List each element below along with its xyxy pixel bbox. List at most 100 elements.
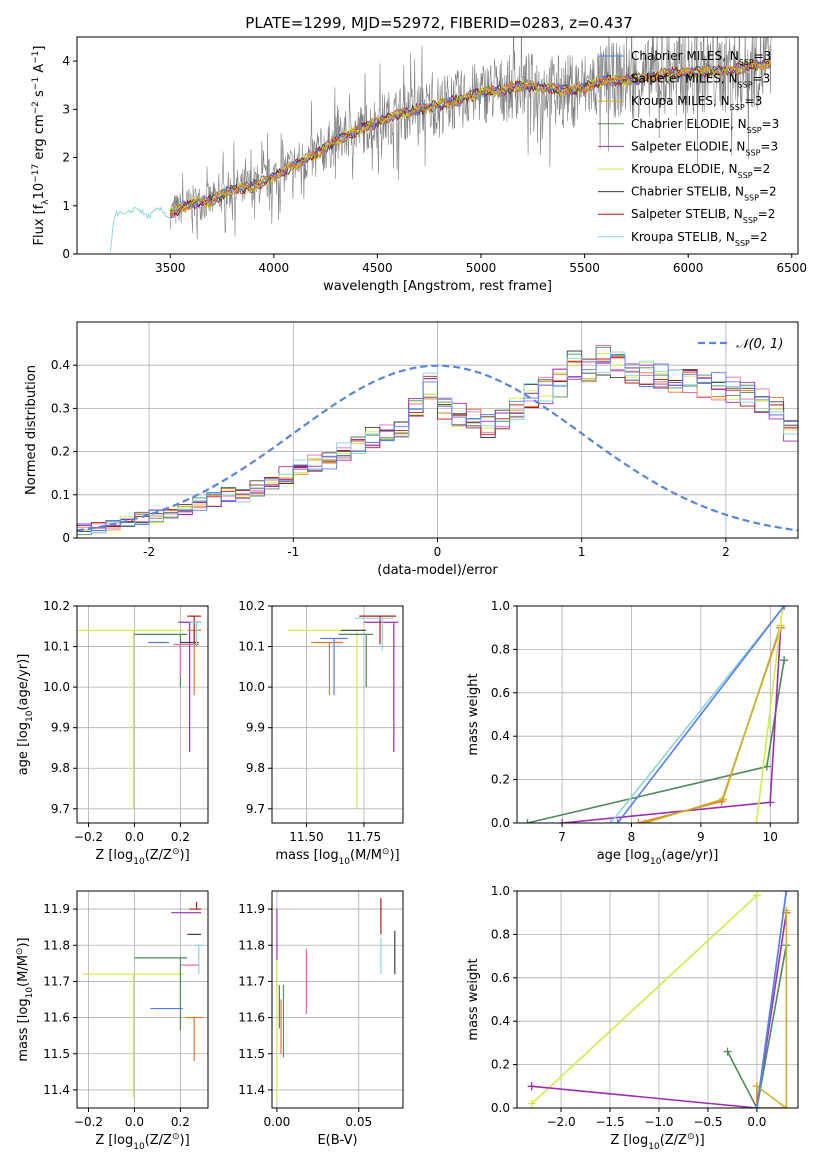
error-point bbox=[134, 957, 188, 1031]
x-tick-label: -2 bbox=[143, 545, 155, 559]
x-axis-label: mass [log10(M/M⊙)] bbox=[275, 847, 399, 867]
axes-frame bbox=[516, 890, 799, 1109]
label-part: 10 bbox=[25, 710, 35, 722]
label-part: mass [log bbox=[275, 848, 338, 863]
legend-entry: Kroupa MILES, NSSP=3 bbox=[631, 94, 762, 112]
x-tick-label: 11.75 bbox=[347, 830, 381, 844]
y-tick-label: 11.6 bbox=[43, 1011, 70, 1025]
weight-marker bbox=[782, 891, 791, 895]
x-tick-label: −2.0 bbox=[546, 1115, 575, 1129]
y-tick-label: 10.2 bbox=[238, 599, 265, 613]
y-tick-label: 0.2 bbox=[491, 773, 510, 787]
label-part: (age/yr)] bbox=[16, 654, 31, 711]
error-point bbox=[78, 629, 184, 809]
weight-line-kroupa-elodie bbox=[531, 894, 758, 1105]
label-part: erg cm bbox=[32, 114, 47, 163]
y-tick-label: 9.9 bbox=[51, 721, 70, 735]
panel-mass_vs_Z: −0.2 0.0 0.2 11.4 11.5 11.6 11.7 11.8 11.9 Z [log… bbox=[15, 890, 209, 1152]
x-tick-label: 0.0 bbox=[747, 1115, 766, 1129]
label-part: 10 bbox=[133, 1142, 145, 1152]
label-part: ] bbox=[32, 46, 47, 51]
y-tick-label: 0.2 bbox=[491, 1058, 510, 1072]
x-tick-label: 5000 bbox=[466, 261, 497, 275]
x-tick-label: 5500 bbox=[569, 261, 600, 275]
error-point bbox=[354, 617, 394, 651]
legend-sub: SSP bbox=[738, 171, 753, 180]
legend-label: Kroupa MILES, N bbox=[631, 94, 730, 108]
y-tick-label: 11.8 bbox=[238, 938, 265, 952]
label-part: s bbox=[32, 90, 47, 101]
plot-area bbox=[78, 615, 202, 809]
weight-marker bbox=[527, 1082, 536, 1091]
y-tick-label: 0 bbox=[62, 531, 70, 545]
legend-entry: Chabrier MILES, NSSP=3 bbox=[631, 49, 771, 67]
y-tick-label: 11.6 bbox=[238, 1011, 265, 1025]
weight-line-kroupa-miles bbox=[756, 910, 788, 1108]
y-tick-label: 0.8 bbox=[491, 927, 510, 941]
weight-marker bbox=[766, 798, 775, 807]
y-tick-label: 0.0 bbox=[491, 816, 510, 830]
plot-area bbox=[288, 615, 399, 809]
y-tick-label: 10.1 bbox=[43, 640, 70, 654]
label-part: ⊙ bbox=[172, 1132, 180, 1142]
histogram-kroupa-stelib bbox=[77, 351, 798, 534]
y-axis-label: mass weight bbox=[466, 673, 481, 755]
legend-suffix: =3 bbox=[753, 72, 771, 86]
weight-marker bbox=[606, 819, 615, 823]
weight-marker bbox=[752, 891, 761, 900]
legend-suffix: =3 bbox=[754, 49, 772, 63]
weight-marker bbox=[752, 819, 761, 823]
gaussian-curve bbox=[77, 364, 798, 532]
legend-suffix: =3 bbox=[760, 139, 778, 153]
label-part: (Z/Z bbox=[145, 1133, 172, 1148]
legend-entry: Kroupa ELODIE, NSSP=2 bbox=[631, 162, 770, 180]
weight-line-salpeter-elodie bbox=[531, 912, 788, 1108]
label-part: ⊙ bbox=[172, 847, 180, 857]
y-tick-label: 1.0 bbox=[491, 599, 510, 613]
x-tick-label: 10 bbox=[763, 830, 778, 844]
weight-marker bbox=[719, 795, 728, 804]
y-axis-label: Flux [fλ10−17 erg cm−2 s−1 A−1] bbox=[31, 46, 51, 246]
legend-label: Kroupa ELODIE, N bbox=[631, 162, 738, 176]
y-axis-label: mass [log10(M/M⊙)] bbox=[15, 937, 35, 1061]
y-axis-label: Normed distribution bbox=[24, 365, 39, 495]
label-part: −17 bbox=[31, 164, 41, 183]
label-part: 10 bbox=[32, 183, 47, 200]
weight-line-chabrier-miles bbox=[756, 891, 788, 1108]
y-tick-label: 0.4 bbox=[491, 1014, 510, 1028]
y-axis-label: age [log10(age/yr)] bbox=[16, 654, 35, 776]
panel-age_vs_Z: −0.2 0.0 0.29.79.89.910.010.110.2Z [log10(… bbox=[16, 599, 209, 867]
x-tick-label: 0.0 bbox=[125, 830, 144, 844]
axes-frame bbox=[76, 321, 799, 539]
legend-entry: Salpeter STELIB, NSSP=2 bbox=[631, 207, 775, 225]
y-tick-label: 0.8 bbox=[491, 642, 510, 656]
x-tick-label: 7 bbox=[558, 830, 566, 844]
legend-sub: SSP bbox=[743, 216, 758, 225]
x-tick-label: 3500 bbox=[155, 261, 186, 275]
weight-marker bbox=[641, 819, 650, 823]
legend-sub: SSP bbox=[744, 193, 759, 202]
histogram-chabrier-miles bbox=[77, 355, 798, 531]
y-tick-label: 11.8 bbox=[43, 938, 70, 952]
label-part: (age/yr)] bbox=[661, 848, 718, 863]
weight-marker bbox=[752, 1104, 761, 1108]
legend-sub: SSP bbox=[735, 238, 750, 247]
label-part: λ bbox=[41, 199, 51, 205]
legend-suffix: =2 bbox=[758, 207, 776, 221]
label-part: 10 bbox=[648, 1142, 660, 1152]
legend-label: Salpeter MILES, N bbox=[631, 72, 738, 86]
panel-mass_vs_ebv: 0.00 0.05 11.4 11.5 11.6 11.7 11.8 11.9 E(B-V) bbox=[238, 890, 404, 1148]
y-tick-label: 11.7 bbox=[43, 974, 70, 988]
legend-sub: SSP bbox=[745, 148, 760, 157]
label-part: ⊙ bbox=[15, 948, 25, 956]
model-salpeter-miles bbox=[169, 59, 772, 217]
legend-entry: Chabrier STELIB, NSSP=2 bbox=[631, 185, 777, 203]
y-tick-label: 0.4 bbox=[51, 358, 70, 372]
panel-residuals: -2 -1 0 1 2 0 0.1 0.2 0.3 0.4 (data-model)/error No… bbox=[24, 321, 799, 578]
x-tick-label: 6500 bbox=[777, 261, 808, 275]
y-tick-label: 4 bbox=[62, 54, 70, 68]
y-tick-label: 11.7 bbox=[238, 974, 265, 988]
label-part: )] bbox=[16, 937, 31, 947]
axes-frame bbox=[76, 605, 209, 824]
